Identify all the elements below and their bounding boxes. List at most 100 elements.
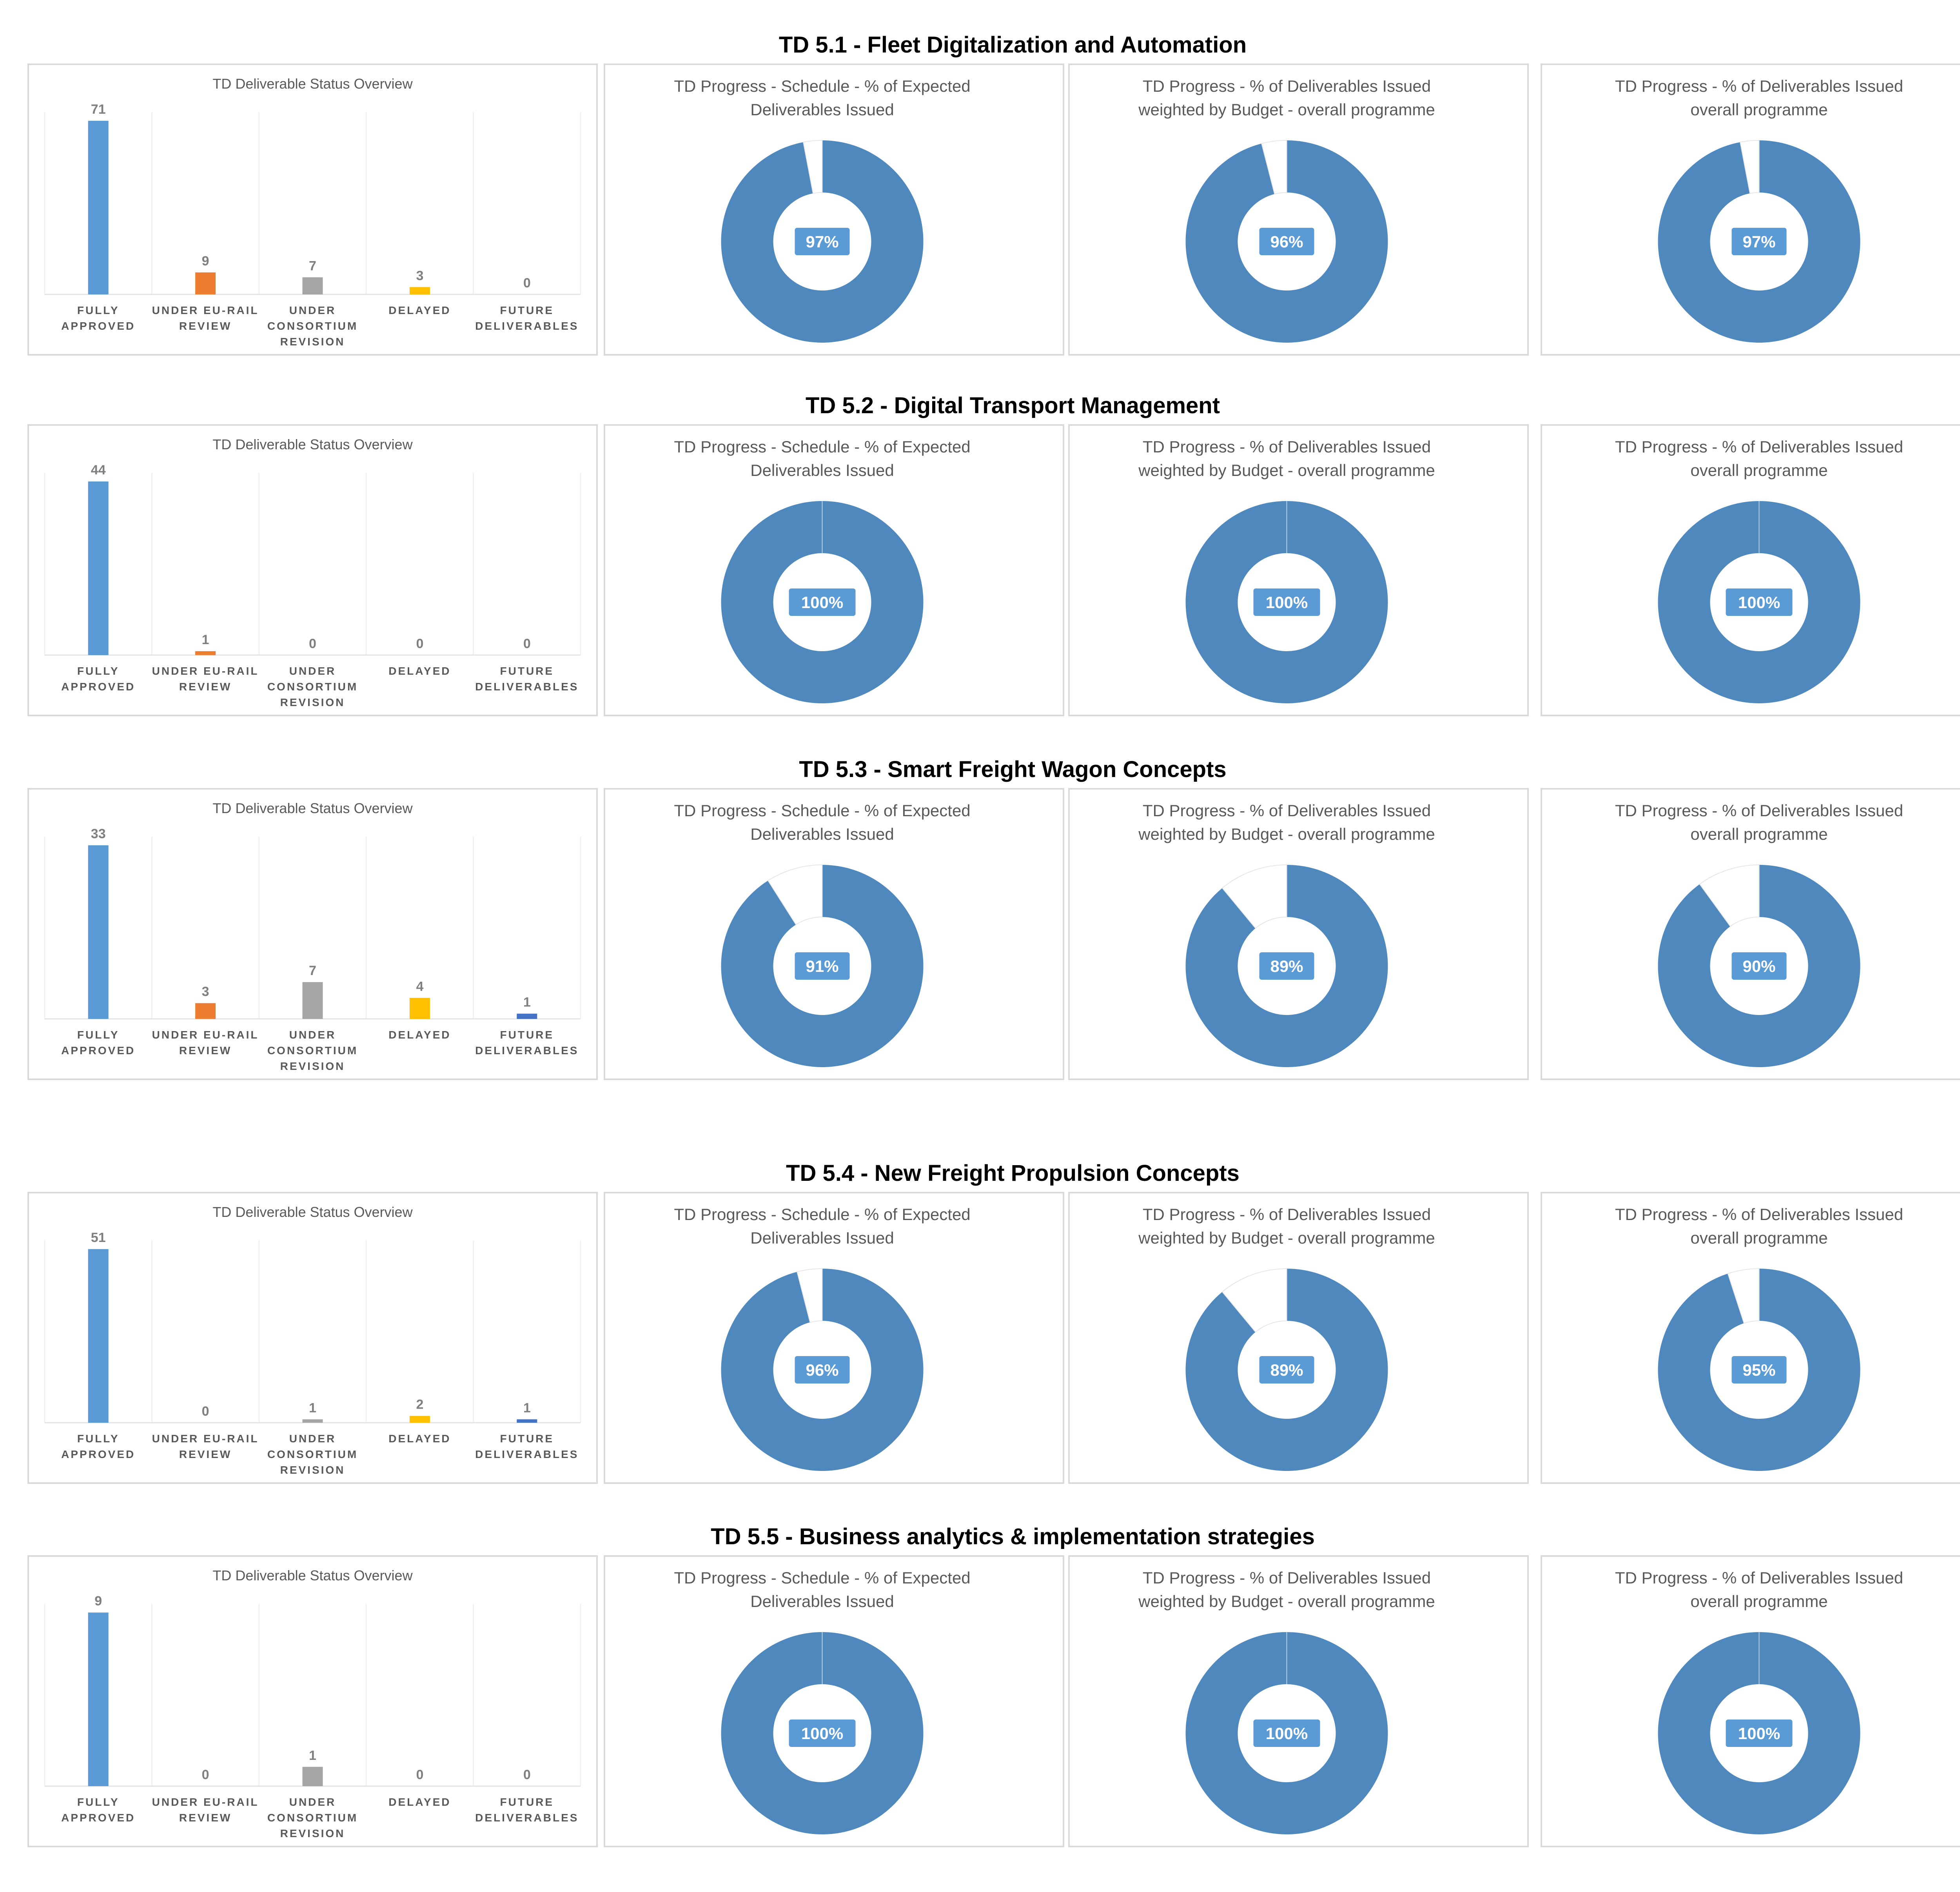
section-td5-2: TD 5.2 - Digital Transport Management TD … xyxy=(0,388,1960,716)
chart-title: TD Deliverable Status Overview xyxy=(212,1204,413,1220)
section-title: TD 5.4 - New Freight Propulsion Concepts xyxy=(786,1160,1240,1186)
progress-donut-chart: TD Progress - % of Deliverables Issued we… xyxy=(1068,788,1529,1080)
donut-label-badge xyxy=(789,1720,856,1747)
donut-progress-arc xyxy=(1658,865,1860,1067)
bar-value-label: 44 xyxy=(91,463,106,478)
category-tick-label: APPROVED xyxy=(61,320,135,332)
donut-title-line: weighted by Budget - overall programme xyxy=(1138,461,1435,479)
section-td5-1: TD 5.1 - Fleet Digitalization and Automa… xyxy=(0,27,1960,356)
progress-donut-chart: TD Progress - % of Deliverables Issued we… xyxy=(1068,64,1529,356)
section-td5-3: TD 5.3 - Smart Freight Wagon Concepts TD … xyxy=(0,752,1960,1080)
category-tick-label: UNDER EU-RAIL xyxy=(152,304,259,316)
donut-title-line: TD Progress - % of Deliverables Issued xyxy=(1615,77,1903,95)
bar-under-eurail-review xyxy=(195,272,216,294)
donut-label-badge xyxy=(795,1356,850,1384)
bar-value-label: 0 xyxy=(416,1767,423,1782)
bar-fully-approved xyxy=(88,1612,109,1786)
category-tick-label: UNDER EU-RAIL xyxy=(152,1433,259,1445)
donut-percent-label: 90% xyxy=(1742,957,1775,975)
donut-label-badge xyxy=(1726,1720,1793,1747)
section-title: TD 5.3 - Smart Freight Wagon Concepts xyxy=(799,757,1227,782)
donut-percent-label: 97% xyxy=(1742,232,1775,251)
donut-title-line: TD Progress - % of Deliverables Issued xyxy=(1615,438,1903,456)
donut-svg: TD Progress - % of Deliverables Issued ov… xyxy=(1615,77,1903,343)
category-tick-label: FULLY xyxy=(77,1433,120,1445)
donut-title-line: TD Progress - % of Deliverables Issued xyxy=(1143,1205,1431,1224)
bar-fully-approved xyxy=(88,481,109,655)
donut-remaining-arc xyxy=(1221,1268,1287,1333)
category-tick-label: CONSORTIUM xyxy=(267,1044,358,1057)
donut-title-line: TD Progress - % of Deliverables Issued xyxy=(1615,1569,1903,1587)
donut-title-line: TD Progress - % of Deliverables Issued xyxy=(1143,438,1431,456)
donut-title-line: Deliverables Issued xyxy=(750,1592,894,1611)
donut-svg: TD Progress - Schedule - % of Expected De… xyxy=(674,1569,971,1834)
progress-donut-chart: TD Progress - Schedule - % of Expected De… xyxy=(604,1555,1064,1847)
bar-value-label: 71 xyxy=(91,102,106,117)
category-tick-label: FUTURE xyxy=(500,1796,554,1808)
progress-donut-chart: TD Progress - % of Deliverables Issued we… xyxy=(1068,1192,1529,1484)
donut-remaining-arc xyxy=(1221,864,1287,929)
category-tick-label: APPROVED xyxy=(61,1044,135,1057)
bar-value-label: 1 xyxy=(309,1400,316,1415)
bar-value-label: 0 xyxy=(416,636,423,651)
category-tick-label: UNDER xyxy=(289,1796,336,1808)
category-tick-label: UNDER xyxy=(289,1029,336,1041)
donut-title-line: overall programme xyxy=(1690,1592,1828,1611)
category-tick-label: FUTURE xyxy=(500,1029,554,1041)
donut-remaining-arc xyxy=(1727,1268,1760,1324)
donut-remaining-arc xyxy=(767,864,823,925)
donut-title-line: overall programme xyxy=(1690,461,1828,479)
bar-under-consortium-revision xyxy=(302,982,323,1019)
donut-svg: TD Progress - % of Deliverables Issued ov… xyxy=(1615,1569,1903,1834)
progress-donut-chart: TD Progress - % of Deliverables Issued ov… xyxy=(1541,1192,1960,1484)
category-tick-label: UNDER xyxy=(289,665,336,677)
bar-value-label: 4 xyxy=(416,979,423,994)
category-tick-label: UNDER xyxy=(289,1433,336,1445)
donut-label-badge xyxy=(1259,228,1314,255)
category-tick-label: UNDER EU-RAIL xyxy=(152,1796,259,1808)
donut-svg: TD Progress - % of Deliverables Issued we… xyxy=(1138,1205,1435,1471)
donut-title-line: overall programme xyxy=(1690,825,1828,843)
donut-title-line: overall programme xyxy=(1690,1229,1828,1247)
progress-donut-chart: TD Progress - % of Deliverables Issued we… xyxy=(1068,1555,1529,1847)
category-tick-label: REVISION xyxy=(280,1060,345,1072)
donut-svg: TD Progress - Schedule - % of Expected De… xyxy=(674,1205,971,1471)
donut-svg: TD Progress - Schedule - % of Expected De… xyxy=(674,801,971,1067)
donut-progress-arc xyxy=(1185,140,1388,343)
category-tick-label: DELIVERABLES xyxy=(475,1044,579,1057)
donut-label-badge xyxy=(1731,1356,1787,1384)
status-overview-chart: TD Deliverable Status Overview 33 FULLY APP… xyxy=(27,788,598,1080)
donut-percent-label: 100% xyxy=(1266,593,1308,612)
donut-label-badge xyxy=(1253,588,1320,616)
donut-percent-label: 100% xyxy=(1738,1724,1780,1743)
section-title: TD 5.2 - Digital Transport Management xyxy=(805,393,1220,418)
donut-title-line: Deliverables Issued xyxy=(750,825,894,843)
donut-title-line: Deliverables Issued xyxy=(750,1229,894,1247)
bar-value-label: 0 xyxy=(523,636,531,651)
donut-progress-arc xyxy=(721,1269,924,1471)
donut-title-line: TD Progress - Schedule - % of Expected xyxy=(674,801,970,820)
donut-remaining-arc xyxy=(797,1268,823,1323)
donut-title-line: weighted by Budget - overall programme xyxy=(1138,1229,1435,1247)
donut-svg: TD Progress - % of Deliverables Issued we… xyxy=(1138,438,1435,703)
donut-percent-label: 100% xyxy=(1266,1724,1308,1743)
donut-label-badge xyxy=(1726,588,1793,616)
category-tick-label: UNDER EU-RAIL xyxy=(152,1029,259,1041)
status-bar-chart-svg: TD Deliverable Status Overview 44 FULLY APP… xyxy=(44,436,581,708)
donut-title-line: weighted by Budget - overall programme xyxy=(1138,1592,1435,1611)
bar-value-label: 0 xyxy=(202,1767,209,1782)
bar-delayed xyxy=(409,1416,430,1423)
status-bar-chart-svg: TD Deliverable Status Overview 51 FULLY APP… xyxy=(44,1204,581,1476)
bar-value-label: 1 xyxy=(202,632,209,647)
donut-svg: TD Progress - % of Deliverables Issued we… xyxy=(1138,1569,1435,1834)
progress-donut-chart: TD Progress - Schedule - % of Expected De… xyxy=(604,1192,1064,1484)
bar-under-consortium-revision xyxy=(302,1419,323,1423)
category-tick-label: REVISION xyxy=(280,1464,345,1476)
donut-svg: TD Progress - Schedule - % of Expected De… xyxy=(674,77,971,343)
status-overview-chart: TD Deliverable Status Overview 71 FULLY APP… xyxy=(27,64,598,356)
section-td5-5: TD 5.5 - Business analytics & implementa… xyxy=(0,1519,1960,1847)
category-tick-label: APPROVED xyxy=(61,1812,135,1824)
donut-svg: TD Progress - % of Deliverables Issued ov… xyxy=(1615,1205,1903,1471)
donut-title-line: TD Progress - % of Deliverables Issued xyxy=(1615,801,1903,820)
donut-title-line: TD Progress - Schedule - % of Expected xyxy=(674,77,970,95)
